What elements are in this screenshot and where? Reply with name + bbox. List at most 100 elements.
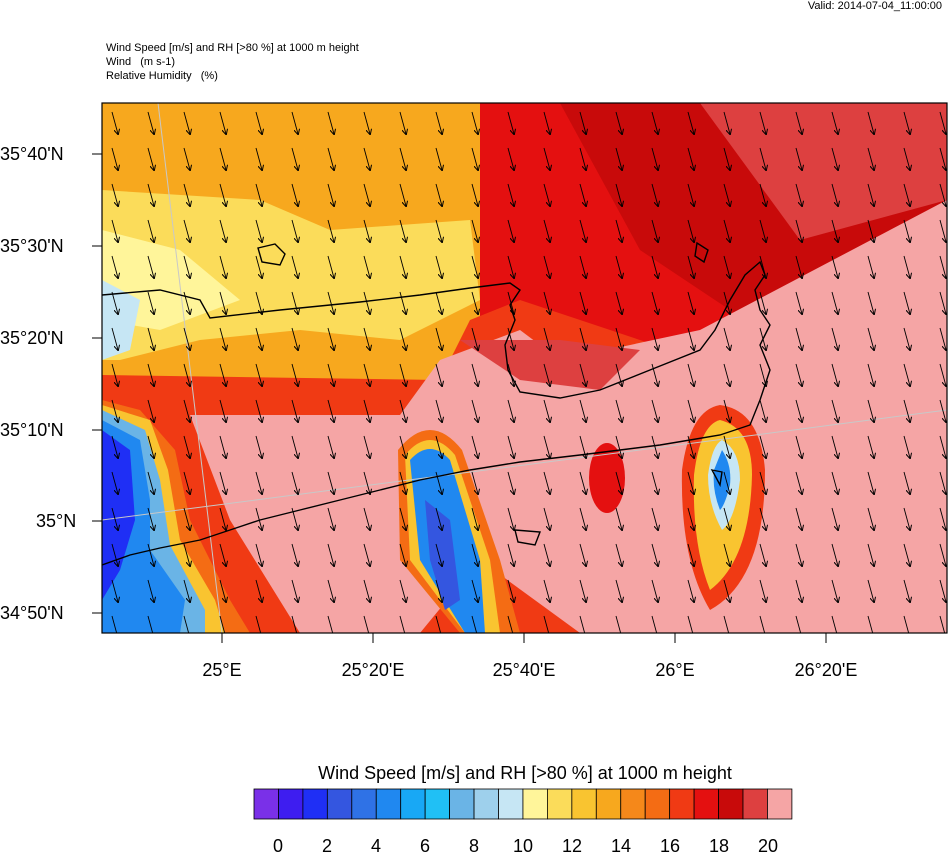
wind-arrow <box>147 399 154 422</box>
wind-arrow <box>759 327 766 350</box>
wind-arrow <box>579 147 586 170</box>
wind-arrow <box>759 399 766 422</box>
wind-arrow <box>471 219 478 242</box>
rh-subtitle: Relative Humidity (%) <box>106 70 218 82</box>
wind-arrow <box>651 435 658 458</box>
wind-arrow <box>435 219 442 242</box>
wind-arrow <box>543 183 550 206</box>
wind-arrow <box>651 615 658 633</box>
latitude-axis: 35°40'N 35°30'N 35°20'N 35°10'N 35°N 34°… <box>0 144 102 623</box>
wind-arrow <box>543 255 550 278</box>
wind-arrow <box>399 255 406 278</box>
wind-arrow <box>939 399 946 422</box>
wind-arrow <box>867 579 874 602</box>
wind-arrow <box>759 615 766 633</box>
coastline <box>102 241 771 566</box>
wind-arrow <box>219 543 226 566</box>
wind-arrow <box>723 435 730 458</box>
wind-arrow <box>507 363 514 386</box>
wind-arrow <box>795 183 802 206</box>
wind-arrow <box>543 291 550 314</box>
wind-arrow <box>615 255 622 278</box>
colorbar-tick-label: 14 <box>611 836 631 854</box>
colorbar-swatch <box>620 788 646 820</box>
wind-arrow <box>939 471 946 494</box>
wind-arrow <box>399 507 406 530</box>
wind-arrow <box>867 291 874 314</box>
wind-arrow <box>543 543 550 566</box>
wind-arrow <box>147 363 154 386</box>
wind-arrow <box>291 471 298 494</box>
wind-arrow <box>291 579 298 602</box>
wind-arrow <box>687 291 694 314</box>
wind-arrow <box>255 291 262 314</box>
graticule <box>102 103 947 633</box>
wind-arrow <box>903 147 910 170</box>
colorbar-swatch <box>742 788 768 820</box>
colorbar-swatch <box>718 788 744 820</box>
wind-arrow <box>399 435 406 458</box>
wind-arrow <box>147 111 154 134</box>
wind-arrow <box>219 363 226 386</box>
wind-arrow <box>579 327 586 350</box>
wind-arrow <box>399 363 406 386</box>
wind-arrow <box>327 615 334 633</box>
wind-arrow <box>543 471 550 494</box>
wind-arrow <box>759 147 766 170</box>
wind-arrow <box>939 363 946 386</box>
wind-arrow <box>507 147 514 170</box>
wind-arrow <box>399 111 406 134</box>
wind-arrow <box>651 111 658 134</box>
wind-arrow <box>723 291 730 314</box>
colorbar-tick-label: 20 <box>758 836 778 854</box>
wind-arrow <box>543 147 550 170</box>
wind-arrow <box>183 579 190 602</box>
wind-arrow <box>147 255 154 278</box>
valid-time: Valid: 2014-07-04_11:00:00 <box>807 0 942 12</box>
wind-arrow <box>759 363 766 386</box>
wind-arrow <box>363 543 370 566</box>
wind-arrow <box>795 579 802 602</box>
wind-arrow <box>435 543 442 566</box>
wind-arrow <box>939 327 946 350</box>
wind-arrow <box>363 471 370 494</box>
wind-arrow <box>363 291 370 314</box>
lat-label: 35°40'N <box>0 144 64 164</box>
wind-arrow <box>759 111 766 134</box>
wind-arrow <box>939 291 946 314</box>
colorbar-swatch <box>693 788 719 820</box>
wind-arrow <box>363 183 370 206</box>
colorbar-swatch <box>302 788 328 820</box>
wind-arrow <box>471 615 478 633</box>
wind-arrow <box>327 543 334 566</box>
wind-arrow <box>723 471 730 494</box>
wind-arrow <box>795 363 802 386</box>
wind-arrow <box>903 579 910 602</box>
wind-arrow <box>903 543 910 566</box>
wind-arrow <box>723 147 730 170</box>
wind-arrow <box>399 615 406 633</box>
wind-arrow <box>471 363 478 386</box>
wind-arrow <box>831 255 838 278</box>
wind-arrow <box>291 147 298 170</box>
colorbar-swatch <box>449 788 475 820</box>
wind-arrow <box>579 291 586 314</box>
wind-arrow <box>759 219 766 242</box>
wind-arrow <box>111 543 118 566</box>
wind-arrow <box>759 507 766 530</box>
wind-arrow <box>687 507 694 530</box>
wind-arrow <box>867 435 874 458</box>
wind-arrow <box>723 183 730 206</box>
wind-arrow <box>471 255 478 278</box>
wind-arrow <box>327 399 334 422</box>
wind-arrow <box>363 255 370 278</box>
wind-arrow <box>291 327 298 350</box>
wind-arrow <box>255 615 262 633</box>
wind-arrow <box>939 111 946 134</box>
wind-arrow <box>327 147 334 170</box>
colorbar-swatch <box>326 788 353 820</box>
wind-arrow <box>615 399 622 422</box>
wind-arrow <box>183 255 190 278</box>
wind-arrow <box>219 435 226 458</box>
wind-arrow <box>867 543 874 566</box>
